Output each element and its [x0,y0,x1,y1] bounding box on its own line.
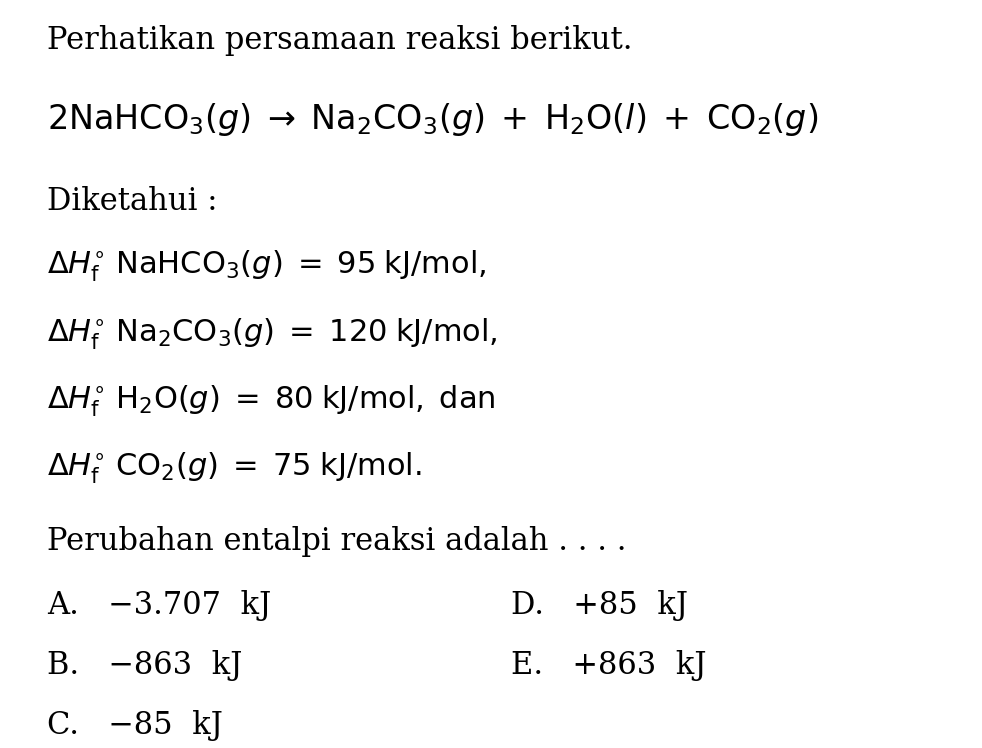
Text: $\Delta H_{\mathrm{f}}^{\circ}\;\mathrm{NaHCO_3(}\mathit{g}\mathrm{)\;=\;95\;kJ/: $\Delta H_{\mathrm{f}}^{\circ}\;\mathrm{… [47,249,487,284]
Text: B.   −863  kJ: B. −863 kJ [47,650,243,681]
Text: D.   +85  kJ: D. +85 kJ [511,590,687,621]
Text: $\Delta H_{\mathrm{f}}^{\circ}\;\mathrm{CO_2(}\mathit{g}\mathrm{)\;=\;75\;kJ/mol: $\Delta H_{\mathrm{f}}^{\circ}\;\mathrm{… [47,451,422,486]
Text: Perubahan entalpi reaksi adalah . . . .: Perubahan entalpi reaksi adalah . . . . [47,527,627,557]
Text: $\Delta H_{\mathrm{f}}^{\circ}\;\mathrm{H_2O(}\mathit{g}\mathrm{)\;=\;80\;kJ/mol: $\Delta H_{\mathrm{f}}^{\circ}\;\mathrm{… [47,384,496,419]
Text: E.   +863  kJ: E. +863 kJ [511,650,706,681]
Text: Perhatikan persamaan reaksi berikut.: Perhatikan persamaan reaksi berikut. [47,25,632,56]
Text: A.   −3.707  kJ: A. −3.707 kJ [47,590,271,621]
Text: $\mathrm{2NaHCO_3(}\mathit{g}\mathrm{)\;\rightarrow\;Na_2CO_3(}\mathit{g}\mathrm: $\mathrm{2NaHCO_3(}\mathit{g}\mathrm{)\;… [47,102,818,138]
Text: Diketahui :: Diketahui : [47,186,218,217]
Text: $\Delta H_{\mathrm{f}}^{\circ}\;\mathrm{Na_2CO_3(}\mathit{g}\mathrm{)\;=\;120\;k: $\Delta H_{\mathrm{f}}^{\circ}\;\mathrm{… [47,316,498,352]
Text: C.   −85  kJ: C. −85 kJ [47,710,223,741]
